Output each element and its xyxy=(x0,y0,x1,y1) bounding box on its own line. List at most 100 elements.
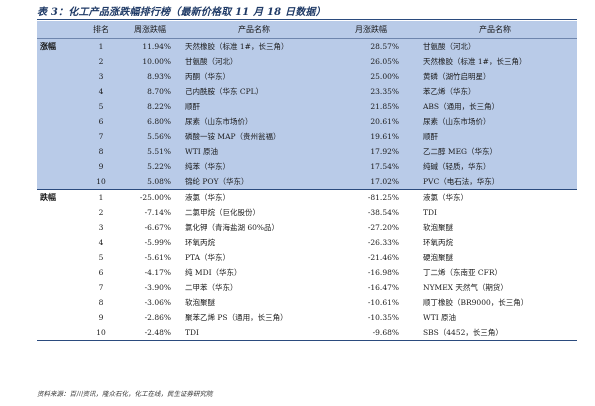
weekly-product-cell: 氯化钾（青海盐湖 60%品） xyxy=(179,220,329,235)
table-row: 2 10.00% 甘氨酸（河北） 26.05% 天然橡胶（标准 1#，长三角） xyxy=(37,54,577,69)
monthly-product-cell: 黄磷（湖竹启明星） xyxy=(413,69,577,84)
group-label xyxy=(37,205,81,220)
monthly-change-cell: 17.02% xyxy=(329,174,413,190)
table-caption: 表 3：化工产品涨跌幅排行榜（最新价格取 11 月 18 日数据） xyxy=(37,7,326,18)
monthly-product-cell: 硬泡聚醚 xyxy=(413,250,577,265)
monthly-change-cell: -81.25% xyxy=(329,189,413,205)
table-row: 2 -7.14% 二氯甲烷（巨化股份） -38.54% TDI xyxy=(37,205,577,220)
header-weekly-product: 产品名称 xyxy=(179,21,329,39)
weekly-product-cell: PTA（华东） xyxy=(179,250,329,265)
rank-cell: 7 xyxy=(81,280,121,295)
table-row: 7 -3.90% 二甲苯（华东） -16.47% NYMEX 天然气（期货） xyxy=(37,280,577,295)
monthly-change-cell: -9.68% xyxy=(329,325,413,341)
table-row: 9 -2.86% 聚苯乙烯 PS（通用，长三角） -10.35% WTI 原油 xyxy=(37,310,577,325)
weekly-change-cell: 8.70% xyxy=(121,84,179,99)
rank-cell: 1 xyxy=(81,38,121,54)
monthly-change-cell: 17.92% xyxy=(329,144,413,159)
rank-cell: 3 xyxy=(81,69,121,84)
monthly-change-cell: 26.05% xyxy=(329,54,413,69)
weekly-product-cell: 天然橡胶（标准 1#，长三角） xyxy=(179,38,329,54)
group-label xyxy=(37,265,81,280)
caption-rule xyxy=(37,19,577,20)
rank-cell: 6 xyxy=(81,265,121,280)
rank-cell: 4 xyxy=(81,84,121,99)
weekly-change-cell: -7.14% xyxy=(121,205,179,220)
monthly-product-cell: 丁二烯（东南亚 CFR） xyxy=(413,265,577,280)
monthly-product-cell: 乙二醇 MEG（华东） xyxy=(413,144,577,159)
group-label xyxy=(37,280,81,295)
rank-cell: 3 xyxy=(81,220,121,235)
rank-cell: 10 xyxy=(81,174,121,190)
header-weekly-change: 周涨跌幅 xyxy=(121,21,179,39)
monthly-change-cell: -21.46% xyxy=(329,250,413,265)
weekly-change-cell: 5.22% xyxy=(121,159,179,174)
weekly-product-cell: 纯苯（华东） xyxy=(179,159,329,174)
weekly-product-cell: 锦纶 POY（华东） xyxy=(179,174,329,190)
rank-cell: 5 xyxy=(81,250,121,265)
monthly-product-cell: 环氧丙烷 xyxy=(413,235,577,250)
weekly-product-cell: 二氯甲烷（巨化股份） xyxy=(179,205,329,220)
group-label: 涨幅 xyxy=(37,38,81,54)
table-row: 5 8.22% 顺酐 21.85% ABS（通用，长三角） xyxy=(37,99,577,114)
table-row: 3 8.93% 丙酮（华东） 25.00% 黄磷（湖竹启明星） xyxy=(37,69,577,84)
header-monthly-change: 月涨跌幅 xyxy=(329,21,413,39)
header-group xyxy=(37,21,81,39)
price-change-ranking-table: 排名 周涨跌幅 产品名称 月涨跌幅 产品名称 涨幅 1 11.94% 天然橡胶（标准 … xyxy=(37,21,577,341)
monthly-change-cell: 21.85% xyxy=(329,99,413,114)
weekly-product-cell: WTI 原油 xyxy=(179,144,329,159)
weekly-product-cell: 环氧丙烷 xyxy=(179,235,329,250)
monthly-product-cell: TDI xyxy=(413,205,577,220)
monthly-product-cell: 苯乙烯（华东） xyxy=(413,84,577,99)
weekly-change-cell: -2.48% xyxy=(121,325,179,341)
weekly-change-cell: -3.06% xyxy=(121,295,179,310)
table-row: 5 -5.61% PTA（华东） -21.46% 硬泡聚醚 xyxy=(37,250,577,265)
source-note: 资料来源：百川资讯，隆众石化，化工在线，民生证券研究院 xyxy=(37,390,213,398)
group-label xyxy=(37,159,81,174)
weekly-change-cell: -25.00% xyxy=(121,189,179,205)
table-row: 8 -3.06% 软泡聚醚 -10.61% 顺丁橡胶（BR9000，长三角） xyxy=(37,295,577,310)
monthly-product-cell: WTI 原油 xyxy=(413,310,577,325)
monthly-product-cell: 软泡聚醚 xyxy=(413,220,577,235)
monthly-change-cell: -16.47% xyxy=(329,280,413,295)
rank-cell: 10 xyxy=(81,325,121,341)
weekly-product-cell: 聚苯乙烯 PS（通用，长三角） xyxy=(179,310,329,325)
monthly-product-cell: 顺酐 xyxy=(413,129,577,144)
monthly-product-cell: 尿素（山东市场价） xyxy=(413,114,577,129)
group-label xyxy=(37,144,81,159)
rank-cell: 7 xyxy=(81,129,121,144)
table-body: 涨幅 1 11.94% 天然橡胶（标准 1#，长三角） 28.57% 甘氨酸（河北） 2 10… xyxy=(37,38,577,341)
group-label xyxy=(37,54,81,69)
monthly-product-cell: 液氯（华东） xyxy=(413,189,577,205)
weekly-product-cell: 液氯（华东） xyxy=(179,189,329,205)
table-row: 4 8.70% 己内酰胺（华东 CPL） 23.35% 苯乙烯（华东） xyxy=(37,84,577,99)
group-label xyxy=(37,235,81,250)
weekly-product-cell: 甘氨酸（河北） xyxy=(179,54,329,69)
group-label xyxy=(37,310,81,325)
monthly-change-cell: -38.54% xyxy=(329,205,413,220)
table-row: 8 5.51% WTI 原油 17.92% 乙二醇 MEG（华东） xyxy=(37,144,577,159)
monthly-change-cell: 28.57% xyxy=(329,38,413,54)
monthly-product-cell: 顺丁橡胶（BR9000，长三角） xyxy=(413,295,577,310)
monthly-change-cell: 20.61% xyxy=(329,114,413,129)
weekly-product-cell: 纯 MDI（华东） xyxy=(179,265,329,280)
group-label xyxy=(37,325,81,341)
weekly-change-cell: -6.67% xyxy=(121,220,179,235)
table-row: 6 -4.17% 纯 MDI（华东） -16.98% 丁二烯（东南亚 CFR） xyxy=(37,265,577,280)
group-label xyxy=(37,174,81,190)
weekly-change-cell: 5.56% xyxy=(121,129,179,144)
table-row: 3 -6.67% 氯化钾（青海盐湖 60%品） -27.20% 软泡聚醚 xyxy=(37,220,577,235)
header-monthly-product: 产品名称 xyxy=(413,21,577,39)
weekly-product-cell: 丙酮（华东） xyxy=(179,69,329,84)
rank-cell: 2 xyxy=(81,54,121,69)
group-label xyxy=(37,220,81,235)
table-row: 4 -5.99% 环氧丙烷 -26.33% 环氧丙烷 xyxy=(37,235,577,250)
weekly-change-cell: 11.94% xyxy=(121,38,179,54)
weekly-product-cell: 磷酸一铵 MAP（贵州瓮福） xyxy=(179,129,329,144)
table-row: 涨幅 1 11.94% 天然橡胶（标准 1#，长三角） 28.57% 甘氨酸（河北） xyxy=(37,38,577,54)
weekly-product-cell: 二甲苯（华东） xyxy=(179,280,329,295)
monthly-change-cell: -10.35% xyxy=(329,310,413,325)
table-row: 跌幅 1 -25.00% 液氯（华东） -81.25% 液氯（华东） xyxy=(37,189,577,205)
rank-cell: 1 xyxy=(81,189,121,205)
monthly-change-cell: 23.35% xyxy=(329,84,413,99)
table-row: 10 -2.48% TDI -9.68% SBS（4452，长三角） xyxy=(37,325,577,341)
